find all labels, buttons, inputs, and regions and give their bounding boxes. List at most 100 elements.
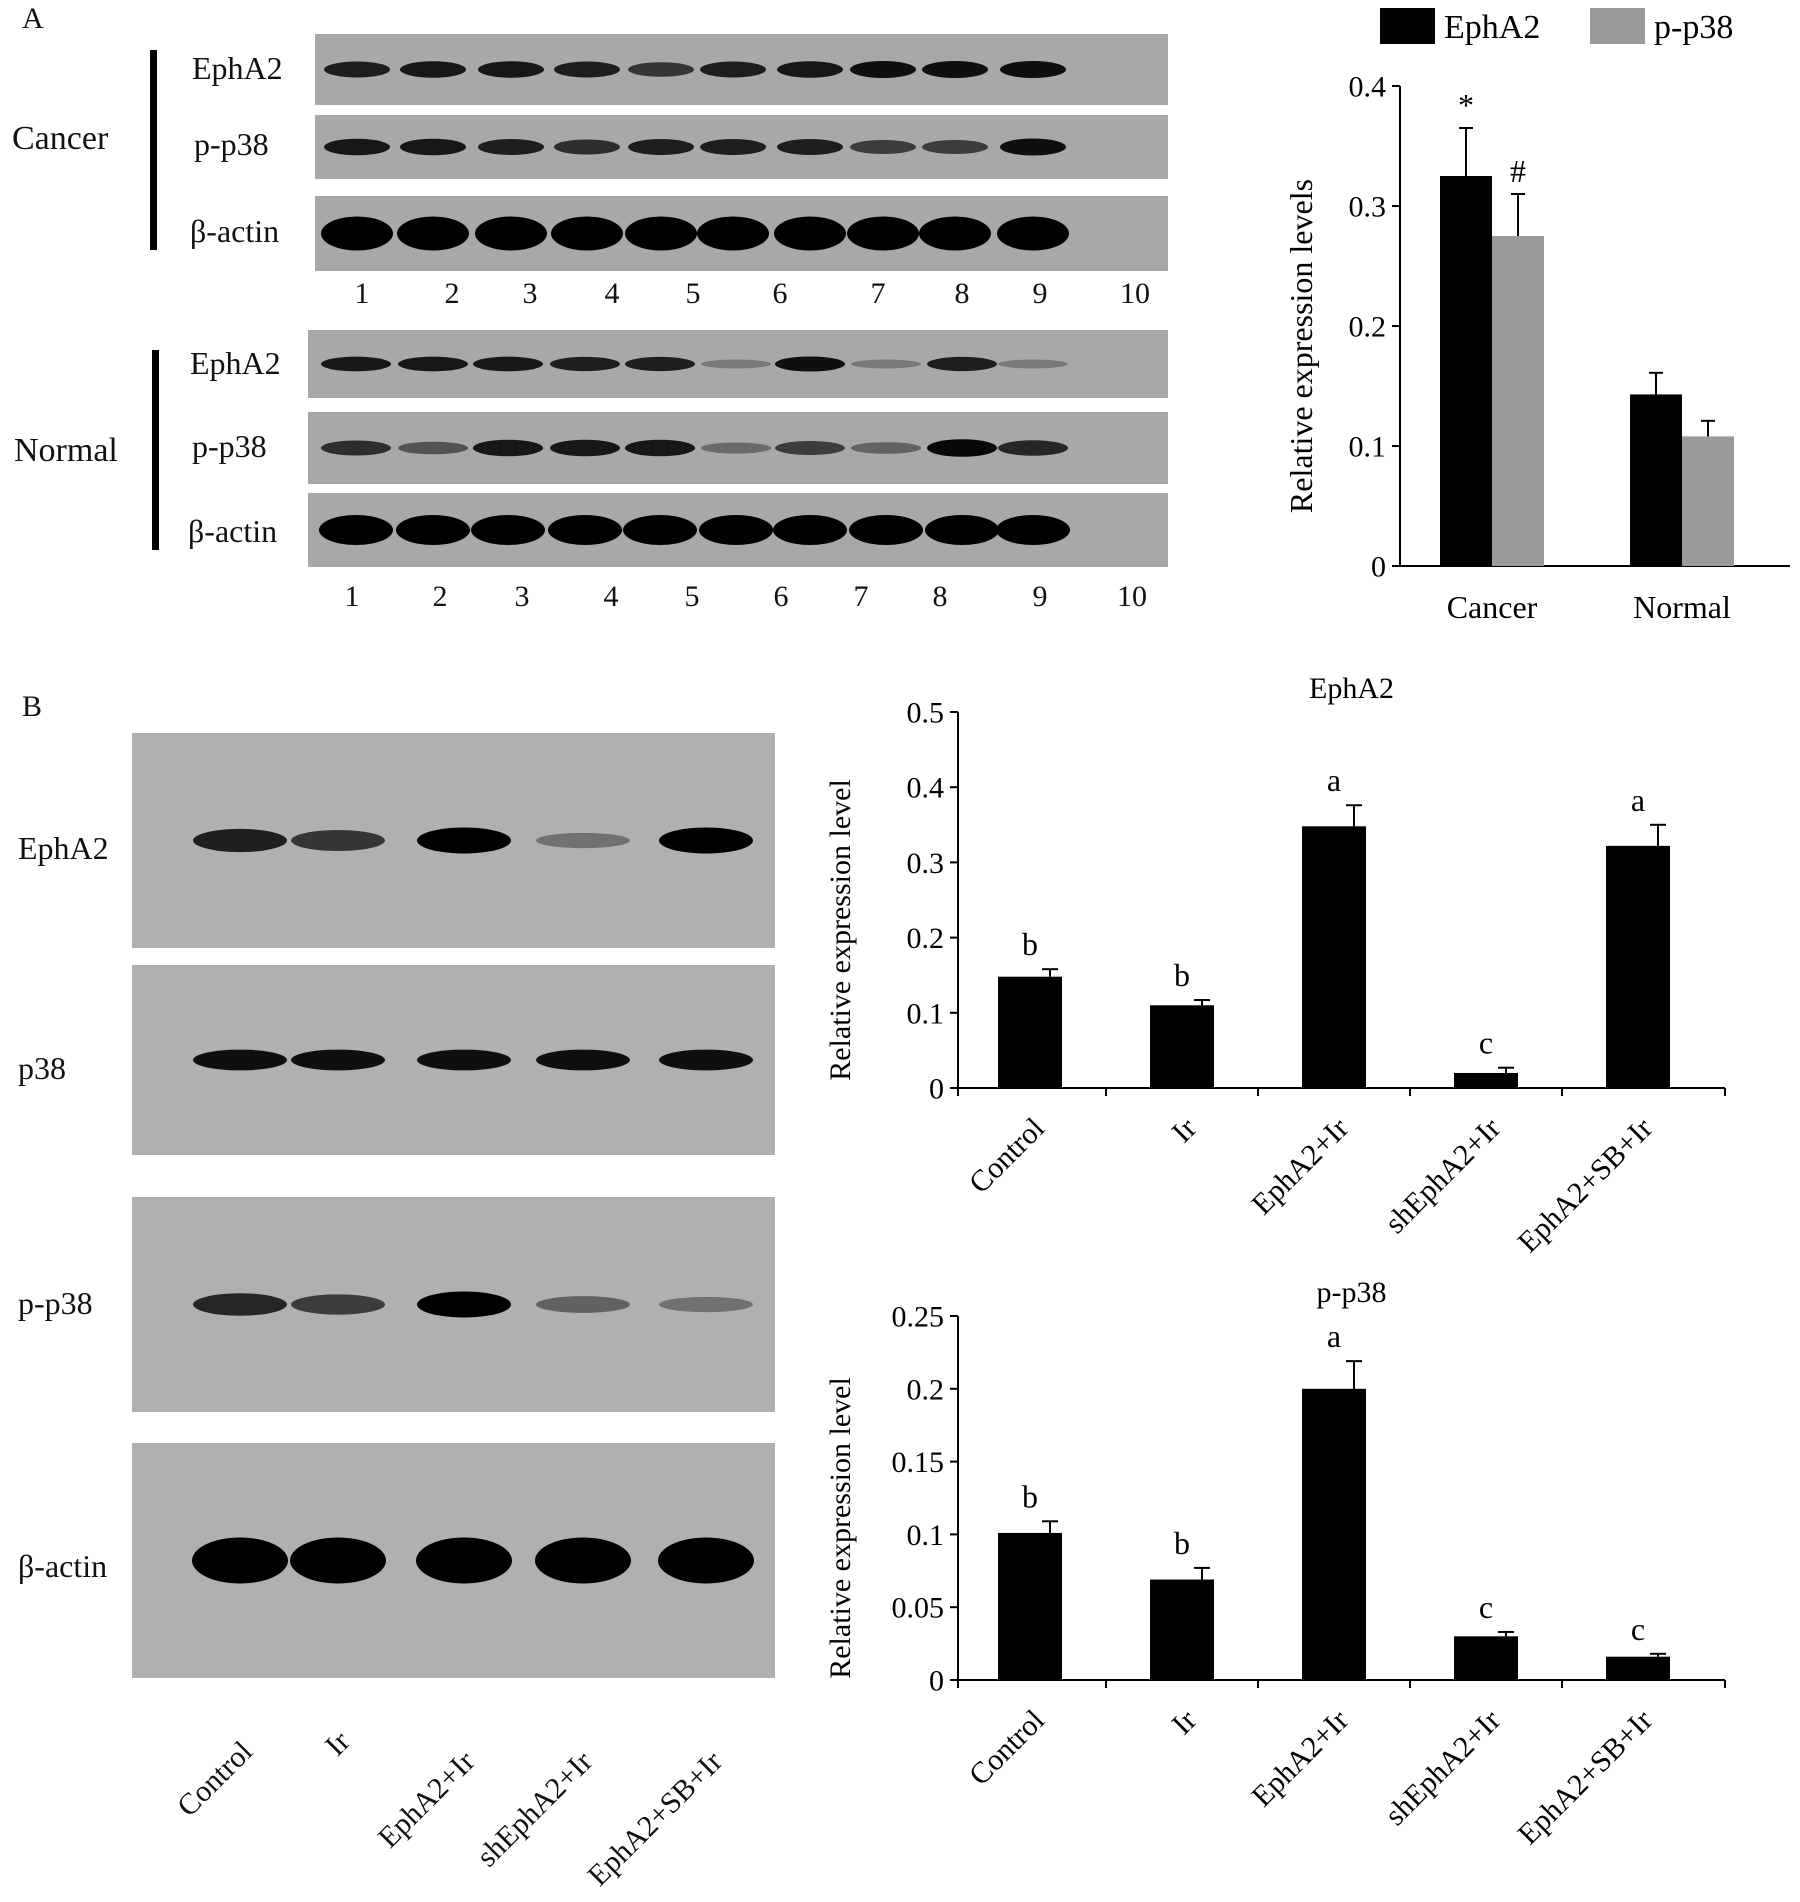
cancer-lane-5: 5 <box>685 277 701 310</box>
b-pp38-label: p-p38 <box>18 1285 93 1321</box>
normal-epha2-band <box>625 356 695 372</box>
normal-pp38-band <box>550 439 620 457</box>
chart-b1-x-label: EphA2+SB+Ir <box>1512 1112 1659 1259</box>
b-pp38-band <box>193 1293 287 1316</box>
cancer-actin-band <box>847 216 919 251</box>
chart-b2-bar <box>1150 1579 1214 1680</box>
normal-pp38-band <box>701 442 771 454</box>
normal-lane-8: 8 <box>932 580 948 613</box>
chart-b1-y-tick-label: 0.3 <box>907 847 945 880</box>
cancer-lane-7: 7 <box>870 277 886 310</box>
b-condition-label: Control <box>171 1734 260 1824</box>
chart-b1-y-tick-label: 0.1 <box>907 997 945 1030</box>
chart-b1-bar <box>1454 1072 1518 1088</box>
cancer-epha2-band <box>850 60 916 79</box>
chart-b2-x-label: EphA2+Ir <box>1245 1704 1355 1814</box>
normal-actin-band <box>319 515 393 545</box>
normal-actin-band <box>623 515 697 545</box>
chart-b1-x-label: shEphA2+Ir <box>1379 1112 1507 1240</box>
b-epha2-band <box>659 827 753 854</box>
cancer-pp38-band <box>850 139 916 155</box>
chart-b2-bar <box>998 1532 1062 1680</box>
cancer-lane-8: 8 <box>954 277 970 310</box>
cancer-actin-band <box>774 216 846 251</box>
cancer-actin-label: β-actin <box>190 213 280 249</box>
cancer-lane-1: 1 <box>354 277 370 310</box>
cancer-pp38-band <box>628 138 694 156</box>
chart-epha2: 0 0.1 0.2 0.3 0.4 0.5 EphA2 Relative expression… <box>824 672 1726 1259</box>
b-p38-band <box>417 1049 511 1071</box>
cancer-epha2-band <box>478 61 544 78</box>
normal-lane-3: 3 <box>514 580 530 613</box>
b-condition-label: EphA2+SB+Ir <box>581 1744 730 1893</box>
normal-lane-6: 6 <box>773 580 789 613</box>
normal-lane-7: 7 <box>853 580 869 613</box>
normal-lane-10: 10 <box>1117 580 1147 613</box>
normal-actin-band <box>996 515 1070 545</box>
cancer-actin-band <box>697 216 769 251</box>
chart-a-bar <box>1630 394 1682 566</box>
chart-b1-y-tick-label: 0 <box>929 1073 944 1106</box>
cancer-actin-band <box>625 216 697 251</box>
normal-epha2-band <box>321 356 391 372</box>
cancer-pp38-label: p-p38 <box>194 126 269 162</box>
cancer-epha2-band <box>922 60 988 79</box>
cancer-epha2-label: EphA2 <box>192 50 283 86</box>
cancer-pp38-band <box>777 138 843 156</box>
chart-b1-title: EphA2 <box>1309 672 1394 705</box>
normal-group-label: Normal <box>14 432 118 469</box>
chart-b2-x-label: EphA2+SB+Ir <box>1512 1704 1659 1851</box>
chart-b1-y-label: Relative expression level <box>824 779 857 1081</box>
chart-b2-y-tick-label: 0.2 <box>907 1373 945 1406</box>
b-epha2-blot <box>132 733 775 948</box>
normal-epha2-label: EphA2 <box>190 345 281 381</box>
cancer-pp38-band <box>400 138 466 156</box>
normal-lane-2: 2 <box>432 580 448 613</box>
b-p38-band <box>193 1049 287 1071</box>
chart-b2-annotation: c <box>1479 1589 1493 1625</box>
chart-b1-bar <box>998 976 1062 1088</box>
chart-a-legend-label: EphA2 <box>1444 9 1540 46</box>
chart-b2-annotation: b <box>1022 1478 1038 1514</box>
normal-epha2-band <box>851 359 921 369</box>
cancer-epha2-blot <box>315 34 1168 105</box>
normal-epha2-band <box>701 359 771 369</box>
chart-a-bar <box>1440 176 1492 566</box>
chart-pp38: 0 0.05 0.1 0.15 0.2 0.25 p-p38 Relative express… <box>824 1276 1726 1851</box>
b-actin-band <box>535 1537 631 1584</box>
normal-lane-9: 9 <box>1032 580 1048 613</box>
normal-epha2-band <box>398 356 468 372</box>
normal-epha2-band <box>775 356 845 372</box>
b-condition-label: Ir <box>318 1724 357 1763</box>
chart-b1-bar <box>1302 826 1366 1088</box>
chart-a-y-tick-label: 0.4 <box>1349 71 1387 104</box>
cancer-pp38-band <box>478 138 544 156</box>
normal-epha2-band <box>927 356 997 372</box>
cancer-group-label: Cancer <box>12 120 109 157</box>
chart-b1-annotation: a <box>1327 762 1341 798</box>
cancer-actin-band <box>551 216 623 251</box>
b-epha2-band <box>417 827 511 854</box>
chart-b1-bar <box>1606 845 1670 1088</box>
normal-epha2-band <box>998 359 1068 369</box>
chart-b2-title: p-p38 <box>1317 1276 1387 1309</box>
cancer-pp38-blot <box>315 115 1168 179</box>
cancer-actin-band <box>919 216 991 251</box>
b-actin-band <box>416 1537 512 1584</box>
chart-b2-y-tick-label: 0 <box>929 1665 944 1698</box>
normal-actin-band <box>471 515 545 545</box>
cancer-epha2-band <box>324 61 390 78</box>
normal-pp38-band <box>625 439 695 457</box>
cancer-lane-10: 10 <box>1120 277 1150 310</box>
chart-a-x-label: Cancer <box>1447 589 1538 625</box>
chart-b1-y-tick-label: 0.5 <box>907 697 945 730</box>
chart-b1-y-tick-label: 0.2 <box>907 922 945 955</box>
normal-pp38-band <box>473 439 543 457</box>
normal-actin-label: β-actin <box>188 513 278 549</box>
b-p38-blot <box>132 965 775 1155</box>
panel-b-letter: B <box>22 690 43 723</box>
normal-pp38-band <box>851 442 921 454</box>
cancer-lane-4: 4 <box>604 277 620 310</box>
b-epha2-band <box>291 830 385 851</box>
b-p38-band <box>291 1049 385 1071</box>
